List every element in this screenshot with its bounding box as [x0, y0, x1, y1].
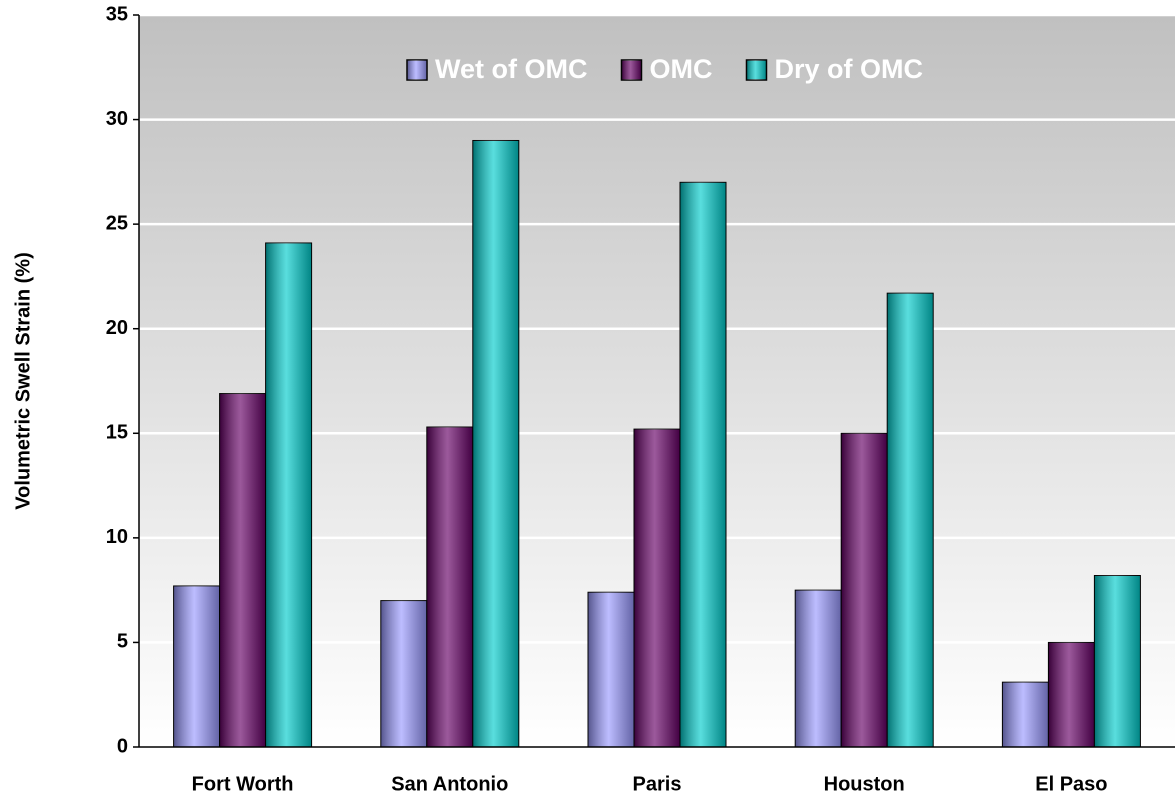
- bar: [472, 139, 520, 748]
- y-tick-label: 25: [106, 212, 128, 234]
- bar: [840, 432, 888, 748]
- bar: [1047, 641, 1095, 748]
- legend-swatch-shading: [407, 60, 428, 80]
- bar: [794, 589, 842, 748]
- x-tick-label: Paris: [633, 773, 682, 795]
- legend-label: Dry of OMC: [774, 54, 923, 84]
- bar: [633, 428, 681, 748]
- x-tick-label: Houston: [824, 773, 905, 795]
- legend-swatch-shading: [621, 60, 642, 80]
- bar: [219, 393, 267, 748]
- x-tick-label: Fort Worth: [192, 773, 294, 795]
- bar: [1001, 681, 1049, 748]
- y-tick-label: 5: [117, 631, 128, 653]
- y-tick-label: 30: [106, 108, 128, 130]
- bar: [426, 426, 474, 748]
- x-tick-label: San Antonio: [391, 773, 508, 795]
- y-axis-label: Volumetric Swell Strain (%): [12, 252, 34, 509]
- bar: [679, 181, 727, 748]
- bar: [886, 292, 934, 748]
- y-tick-label: 0: [117, 735, 128, 757]
- y-tick-label: 20: [106, 317, 128, 339]
- legend-label: Wet of OMC: [435, 54, 587, 84]
- bar: [1093, 575, 1141, 748]
- bar: [587, 591, 635, 748]
- y-tick-label: 35: [106, 3, 128, 25]
- bar: [265, 242, 313, 748]
- y-tick-label: 15: [106, 422, 128, 444]
- y-tick-label: 10: [106, 526, 128, 548]
- legend-swatch-shading: [746, 60, 767, 80]
- bar: [380, 600, 428, 748]
- legend-label: OMC: [649, 54, 712, 84]
- x-tick-label: El Paso: [1035, 773, 1107, 795]
- bar: [173, 585, 221, 748]
